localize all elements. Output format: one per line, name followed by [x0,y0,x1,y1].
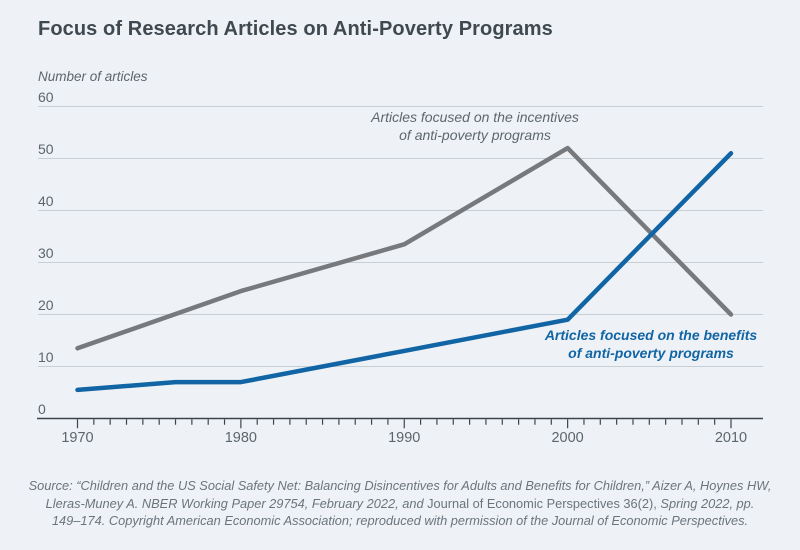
x-tick-label: 1970 [61,430,94,446]
y-tick-label: 40 [38,192,54,209]
source-note-line3: 149–174. Copyright American Economic Ass… [51,513,749,528]
source-note-line1: Source: “Children and the US Social Safe… [28,478,772,493]
source-note-line2: Lleras-Muney A. NBER Working Paper 29754… [20,495,780,513]
benefits-line [75,151,734,393]
source-note: Source: “Children and the US Social Safe… [20,477,780,530]
y-tick-label: 30 [38,244,54,261]
chart-title: Focus of Research Articles on Anti-Pover… [38,18,553,40]
y-tick-label: 60 [38,88,54,105]
y-tick-label: 10 [38,348,54,365]
source-note-line2-journal: Journal of Economic Perspectives 36(2), [427,495,657,511]
benefits-series-label-line2: of anti-poverty programs [568,344,734,361]
incentives-series-label-line2: of anti-poverty programs [399,126,551,143]
x-tick-label: 1990 [388,430,421,446]
incentives-series-label: Articles focused on the incentives of an… [354,109,596,144]
benefits-series-label: Articles focused on the benefits of anti… [530,327,772,362]
source-note-line2-italic-a: Lleras-Muney A. NBER Working Paper 29754… [45,495,428,511]
y-tick-label: 20 [38,296,54,313]
source-note-line2-italic-b: Spring 2022, pp. [656,495,755,511]
x-tick-label: 2010 [714,430,748,446]
y-tick-label: 0 [38,400,46,417]
x-tick-label: 2000 [551,430,584,446]
incentives-series-label-line1: Articles focused on the incentives [371,109,579,125]
incentives-line [75,145,734,351]
y-axis-label: Number of articles [38,69,148,84]
x-tick-label: 1980 [224,430,258,446]
benefits-series-label-line1: Articles focused on the benefits [544,327,758,343]
y-tick-label: 50 [38,140,54,157]
